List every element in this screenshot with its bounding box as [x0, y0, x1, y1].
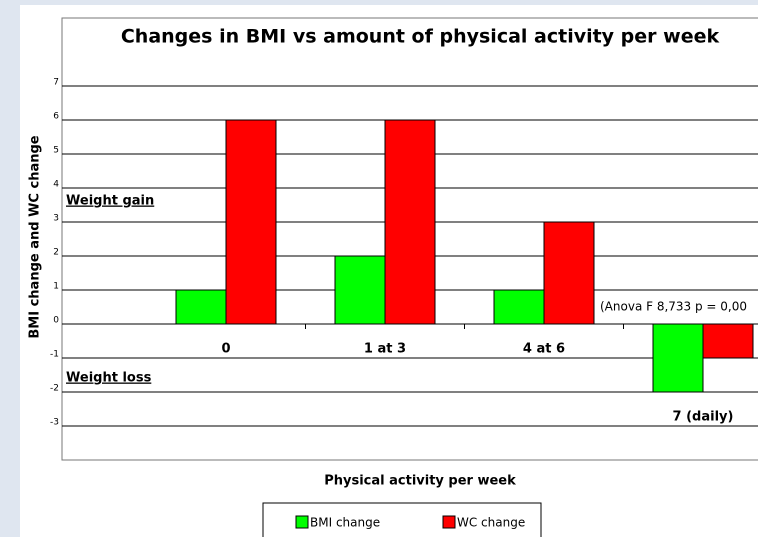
legend-label: BMI change	[310, 516, 380, 530]
x-tick-label: 4 at 6	[523, 342, 565, 357]
legend-swatch	[295, 515, 309, 529]
y-tick-label: 3	[53, 214, 59, 224]
y-tick-label: -2	[50, 384, 59, 394]
y-tick-label: 6	[53, 112, 59, 122]
legend	[262, 502, 542, 537]
x-tick-label: 0	[221, 342, 230, 357]
bars	[175, 119, 754, 393]
y-axis-label: BMI change and WC change	[28, 135, 43, 338]
y-tick-label: 4	[53, 180, 59, 190]
bar	[493, 289, 545, 325]
annotation: (Anova F 8,733 p = 0,00	[600, 300, 747, 314]
x-axis-label: Physical activity per week	[324, 474, 516, 489]
bar	[384, 119, 436, 325]
y-tick-label: 0	[53, 316, 59, 326]
y-tick-label: -3	[50, 418, 59, 428]
y-tick-label: 5	[53, 146, 59, 156]
bar	[543, 221, 595, 325]
y-tick-label: 7	[53, 78, 59, 88]
legend-swatch	[442, 515, 456, 529]
x-tick-label: 1 at 3	[364, 342, 406, 357]
y-tick-label: 2	[53, 248, 59, 258]
bar	[652, 323, 704, 393]
annotation: Weight gain	[66, 194, 154, 209]
chart-title: Changes in BMI vs amount of physical act…	[121, 26, 720, 48]
bar	[334, 255, 386, 325]
legend-label: WC change	[457, 516, 525, 530]
bar	[702, 323, 754, 359]
x-tick-label: 7 (daily)	[673, 410, 734, 425]
y-tick-label: -1	[50, 350, 59, 360]
bar	[175, 289, 227, 325]
y-tick-label: 1	[53, 282, 59, 292]
legend-items: BMI change WC change	[295, 515, 525, 530]
annotation-background	[597, 296, 758, 318]
bar	[225, 119, 277, 325]
annotation: Weight loss	[66, 371, 152, 386]
